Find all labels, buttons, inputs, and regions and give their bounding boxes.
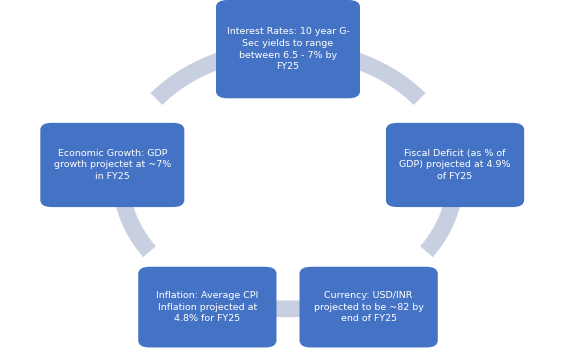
Text: Interest Rates: 10 year G-
Sec yields to range
between 6.5 - 7% by
FY25: Interest Rates: 10 year G- Sec yields to…: [226, 27, 350, 71]
FancyBboxPatch shape: [40, 123, 184, 207]
FancyBboxPatch shape: [216, 0, 360, 98]
FancyBboxPatch shape: [386, 123, 524, 207]
FancyBboxPatch shape: [300, 267, 438, 347]
Text: Inflation: Average CPI
Inflation projected at
4.8% for FY25: Inflation: Average CPI Inflation project…: [156, 291, 259, 323]
Text: Currency: USD/INR
projected to be ~82 by
end of FY25: Currency: USD/INR projected to be ~82 by…: [314, 291, 423, 323]
Text: Fiscal Deficit (as % of
GDP) projected at 4.9%
of FY25: Fiscal Deficit (as % of GDP) projected a…: [399, 149, 511, 181]
FancyBboxPatch shape: [138, 267, 276, 347]
Text: Economic Growth: GDP
growth projectet at ~7%
in FY25: Economic Growth: GDP growth projectet at…: [54, 149, 171, 181]
